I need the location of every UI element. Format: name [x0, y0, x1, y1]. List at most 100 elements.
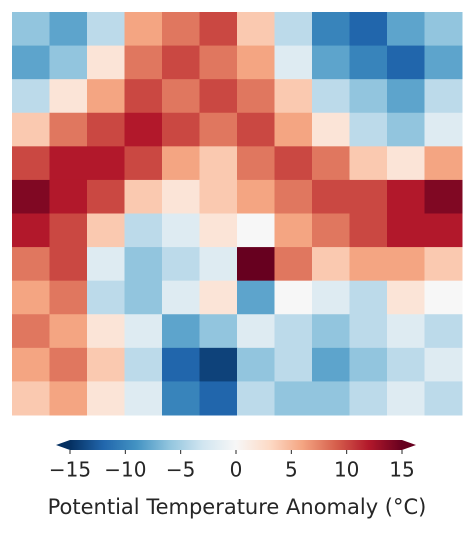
heatmap-cell — [274, 381, 313, 416]
heatmap-cell — [237, 179, 275, 214]
heatmap-cell — [387, 381, 425, 416]
heatmap-cell — [274, 280, 313, 315]
heatmap-cell — [162, 112, 200, 147]
heatmap-cell — [237, 347, 275, 382]
heatmap-cell — [49, 247, 88, 282]
heatmap-cell — [162, 146, 200, 181]
heatmap-cell — [274, 12, 313, 47]
heatmap-cell — [199, 247, 238, 282]
heatmap-cell — [49, 280, 88, 315]
heatmap-cell — [12, 381, 50, 416]
heatmap-cell — [237, 213, 275, 248]
heatmap-cell — [87, 280, 125, 315]
heatmap-cell — [274, 146, 313, 181]
heatmap-cell — [312, 381, 350, 416]
heatmap-cell — [424, 314, 463, 349]
heatmap-cell — [87, 12, 125, 47]
heatmap-cell — [349, 347, 388, 382]
heatmap-cell — [124, 79, 163, 114]
heatmap-cell — [12, 213, 50, 248]
heatmap-cell — [124, 381, 163, 416]
heatmap-cell — [87, 179, 125, 214]
heatmap-cell — [349, 381, 388, 416]
heatmap-cell — [199, 112, 238, 147]
heatmap-cell — [49, 45, 88, 80]
heatmap-cell — [424, 347, 463, 382]
heatmap-cell — [349, 247, 388, 282]
heatmap-cell — [162, 247, 200, 282]
heatmap-cell — [312, 45, 350, 80]
colorbar-tick-label: −5 — [166, 458, 195, 482]
heatmap-cell — [387, 314, 425, 349]
heatmap-cell — [124, 314, 163, 349]
heatmap-cell — [424, 45, 463, 80]
heatmap-cell — [274, 247, 313, 282]
heatmap — [12, 12, 463, 416]
heatmap-cell — [12, 45, 50, 80]
colorbar-tick-label: −10 — [104, 458, 146, 482]
heatmap-cell — [49, 347, 88, 382]
heatmap-cell — [274, 179, 313, 214]
heatmap-cell — [124, 179, 163, 214]
heatmap-cell — [162, 213, 200, 248]
heatmap-cell — [49, 314, 88, 349]
colorbar-tick-label: 5 — [285, 458, 298, 482]
heatmap-cell — [49, 79, 88, 114]
heatmap-cell — [237, 146, 275, 181]
heatmap-cell — [162, 12, 200, 47]
heatmap-cell — [349, 146, 388, 181]
heatmap-cell — [87, 247, 125, 282]
heatmap-cell — [387, 280, 425, 315]
heatmap-cell — [162, 79, 200, 114]
heatmap-cell — [162, 45, 200, 80]
heatmap-cell — [349, 12, 388, 47]
heatmap-cell — [312, 347, 350, 382]
heatmap-cell — [349, 79, 388, 114]
heatmap-cell — [424, 112, 463, 147]
heatmap-cell — [349, 213, 388, 248]
heatmap-cell — [387, 79, 425, 114]
heatmap-cell — [162, 381, 200, 416]
heatmap-cell — [124, 247, 163, 282]
colorbar-tick-label: 15 — [389, 458, 414, 482]
heatmap-cell — [387, 247, 425, 282]
heatmap-cell — [312, 314, 350, 349]
heatmap-cell — [312, 12, 350, 47]
heatmap-cell — [124, 12, 163, 47]
heatmap-cell — [12, 247, 50, 282]
heatmap-cell — [349, 112, 388, 147]
heatmap-cell — [349, 179, 388, 214]
heatmap-cell — [387, 12, 425, 47]
heatmap-cell — [12, 112, 50, 147]
heatmap-cell — [312, 247, 350, 282]
heatmap-cell — [424, 79, 463, 114]
heatmap-cell — [424, 213, 463, 248]
heatmap-cell — [312, 280, 350, 315]
colorbar-label: Potential Temperature Anomaly (°C) — [48, 495, 427, 519]
colorbar-tick-label: 10 — [334, 458, 359, 482]
heatmap-cell — [87, 146, 125, 181]
heatmap-cell — [49, 112, 88, 147]
heatmap-cell — [349, 314, 388, 349]
heatmap-cell — [424, 179, 463, 214]
heatmap-cell — [199, 314, 238, 349]
heatmap-cell — [162, 314, 200, 349]
heatmap-cell — [424, 146, 463, 181]
heatmap-cell — [199, 280, 238, 315]
heatmap-cell — [237, 112, 275, 147]
heatmap-cell — [349, 45, 388, 80]
heatmap-cell — [274, 347, 313, 382]
heatmap-cell — [49, 12, 88, 47]
heatmap-cell — [12, 179, 50, 214]
colorbar — [70, 440, 402, 450]
heatmap-cell — [199, 381, 238, 416]
heatmap-cell — [12, 314, 50, 349]
heatmap-cell — [124, 112, 163, 147]
heatmap-cell — [424, 280, 463, 315]
heatmap-cell — [274, 45, 313, 80]
heatmap-cell — [124, 280, 163, 315]
heatmap-cell — [312, 179, 350, 214]
heatmap-cell — [424, 381, 463, 416]
heatmap-cell — [237, 314, 275, 349]
